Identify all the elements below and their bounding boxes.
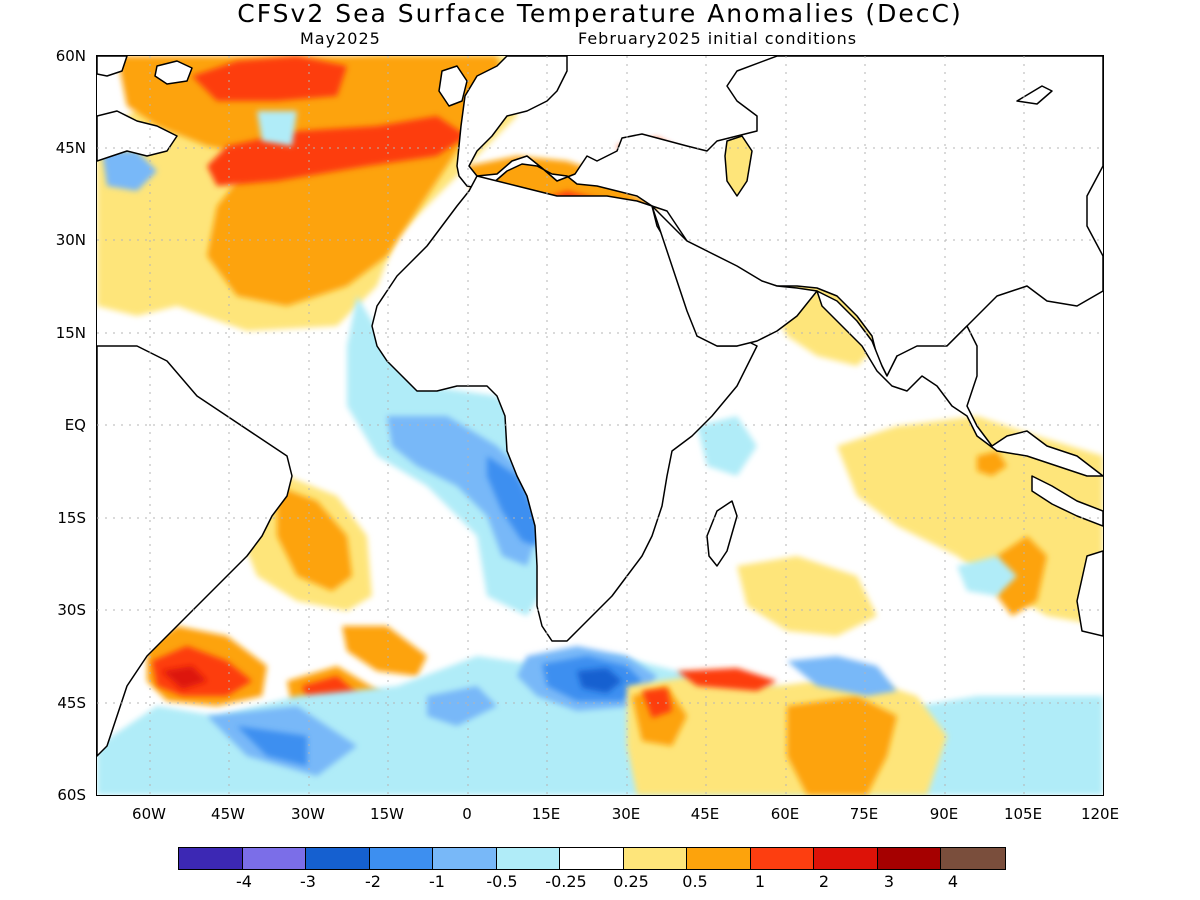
anomaly-east-indian-orange-2 <box>997 536 1047 616</box>
colorbar-swatch <box>877 848 941 869</box>
land-south-america <box>97 345 293 757</box>
anomaly-south-indian-orange-2 <box>787 696 897 795</box>
anomaly-north-atlantic-red-2 <box>192 56 347 101</box>
lon-label-90e: 90E <box>929 805 959 823</box>
colorbar-swatch <box>560 848 624 869</box>
colorbar-swatch <box>687 848 751 869</box>
initial-conditions-label: February2025 initial conditions <box>578 29 858 48</box>
valid-month-label: May2025 <box>300 29 381 48</box>
lat-label-60n: 60N <box>55 47 86 65</box>
colorbar-label: 2 <box>818 872 830 891</box>
colorbar-label: 3 <box>883 872 895 891</box>
lat-label-45s: 45S <box>57 694 86 712</box>
anomaly-southern-cold-medium-2 <box>427 686 497 726</box>
colorbar-swatch <box>306 848 370 869</box>
land-east-asia-islands <box>1016 85 1053 105</box>
colorbar-label: -1 <box>429 872 445 891</box>
lat-label-45n: 45N <box>55 139 86 157</box>
anomaly-south-atlantic-west-darkred <box>162 666 207 689</box>
colorbar-swatch <box>623 848 687 869</box>
land <box>97 56 1103 757</box>
lat-label-15s: 15S <box>57 509 86 527</box>
lon-label-45w: 45W <box>211 805 245 823</box>
colorbar-label: -2 <box>365 872 381 891</box>
anomaly-brazil-orange <box>277 486 352 591</box>
land-caspian <box>724 135 753 197</box>
lat-label-60s: 60S <box>57 786 86 804</box>
anomaly-northwest-cold <box>102 151 157 191</box>
colorbar-label: -0.25 <box>545 872 587 891</box>
land-arabia <box>651 205 818 347</box>
colorbar-label: 4 <box>947 872 959 891</box>
anomaly-south-indian-red-2 <box>677 668 777 691</box>
graticule <box>97 56 1103 795</box>
anomaly-field <box>97 56 1103 795</box>
land-iceland <box>154 60 193 85</box>
anomaly-east-indian-cold <box>957 556 1017 596</box>
colorbar-swatch <box>369 848 433 869</box>
anomaly-gulf-guinea-medium <box>387 416 537 566</box>
colorbar-label: -4 <box>236 872 252 891</box>
colorbar-label: -0.5 <box>486 872 518 891</box>
colorbar <box>178 847 1006 870</box>
land-indonesia <box>1031 475 1103 527</box>
lon-label-0: 0 <box>462 805 472 823</box>
land-australia <box>1076 550 1103 637</box>
lon-label-45e: 45E <box>690 805 720 823</box>
lat-label-30s: 30S <box>57 601 86 619</box>
colorbar-label: 1 <box>754 872 766 891</box>
anomaly-angola-blue <box>487 456 537 546</box>
lat-label-15n: 15N <box>55 324 86 342</box>
lon-label-15e: 15E <box>531 805 561 823</box>
land-india <box>816 290 1103 477</box>
land-greenland <box>97 56 128 77</box>
lat-label-30n: 30N <box>55 231 86 249</box>
anomaly-indian-southwest-light <box>737 556 877 636</box>
lon-label-60w: 60W <box>132 805 166 823</box>
land-north-america <box>97 110 178 162</box>
anomaly-east-indian-light <box>837 416 1103 626</box>
anomaly-south-atlantic-patch-orange <box>342 626 427 676</box>
land-british-isles <box>438 65 468 107</box>
lon-label-60e: 60E <box>770 805 800 823</box>
lon-label-75e: 75E <box>849 805 879 823</box>
lon-label-105e: 105E <box>1003 805 1043 823</box>
colorbar-label: 0.5 <box>682 872 708 891</box>
land-madagascar <box>706 500 738 567</box>
colorbar-swatch <box>750 848 814 869</box>
anomaly-southern-cold-blue <box>237 726 307 766</box>
anomaly-indian-equatorial-cold <box>697 416 757 476</box>
colorbar-swatch <box>814 848 878 869</box>
anomaly-north-atlantic-red <box>207 116 467 186</box>
colorbar-label: 0.25 <box>613 872 649 891</box>
colorbar-swatch <box>179 848 243 869</box>
lat-label-eq: EQ <box>64 416 86 434</box>
anomaly-northwest-cold-2 <box>257 111 297 146</box>
map-svg <box>97 56 1103 795</box>
sst-anomaly-map <box>96 55 1104 796</box>
anomaly-south-africa-cold-dark <box>577 668 622 693</box>
land-europe <box>456 56 1103 377</box>
anomaly-east-indian-orange <box>977 451 1007 476</box>
colorbar-swatch <box>496 848 560 869</box>
map-title: CFSv2 Sea Surface Temperature Anomalies … <box>237 0 963 28</box>
colorbar-swatch <box>242 848 306 869</box>
lon-label-120e: 120E <box>1080 805 1120 823</box>
anomaly-south-indian-cold <box>787 656 897 696</box>
anomaly-north-atlantic-orange <box>117 56 507 306</box>
lon-label-30w: 30W <box>291 805 325 823</box>
colorbar-swatch <box>433 848 497 869</box>
colorbar-swatch <box>941 848 1005 869</box>
colorbar-label: -3 <box>300 872 316 891</box>
lon-label-15w: 15W <box>370 805 404 823</box>
lon-label-30e: 30E <box>611 805 641 823</box>
